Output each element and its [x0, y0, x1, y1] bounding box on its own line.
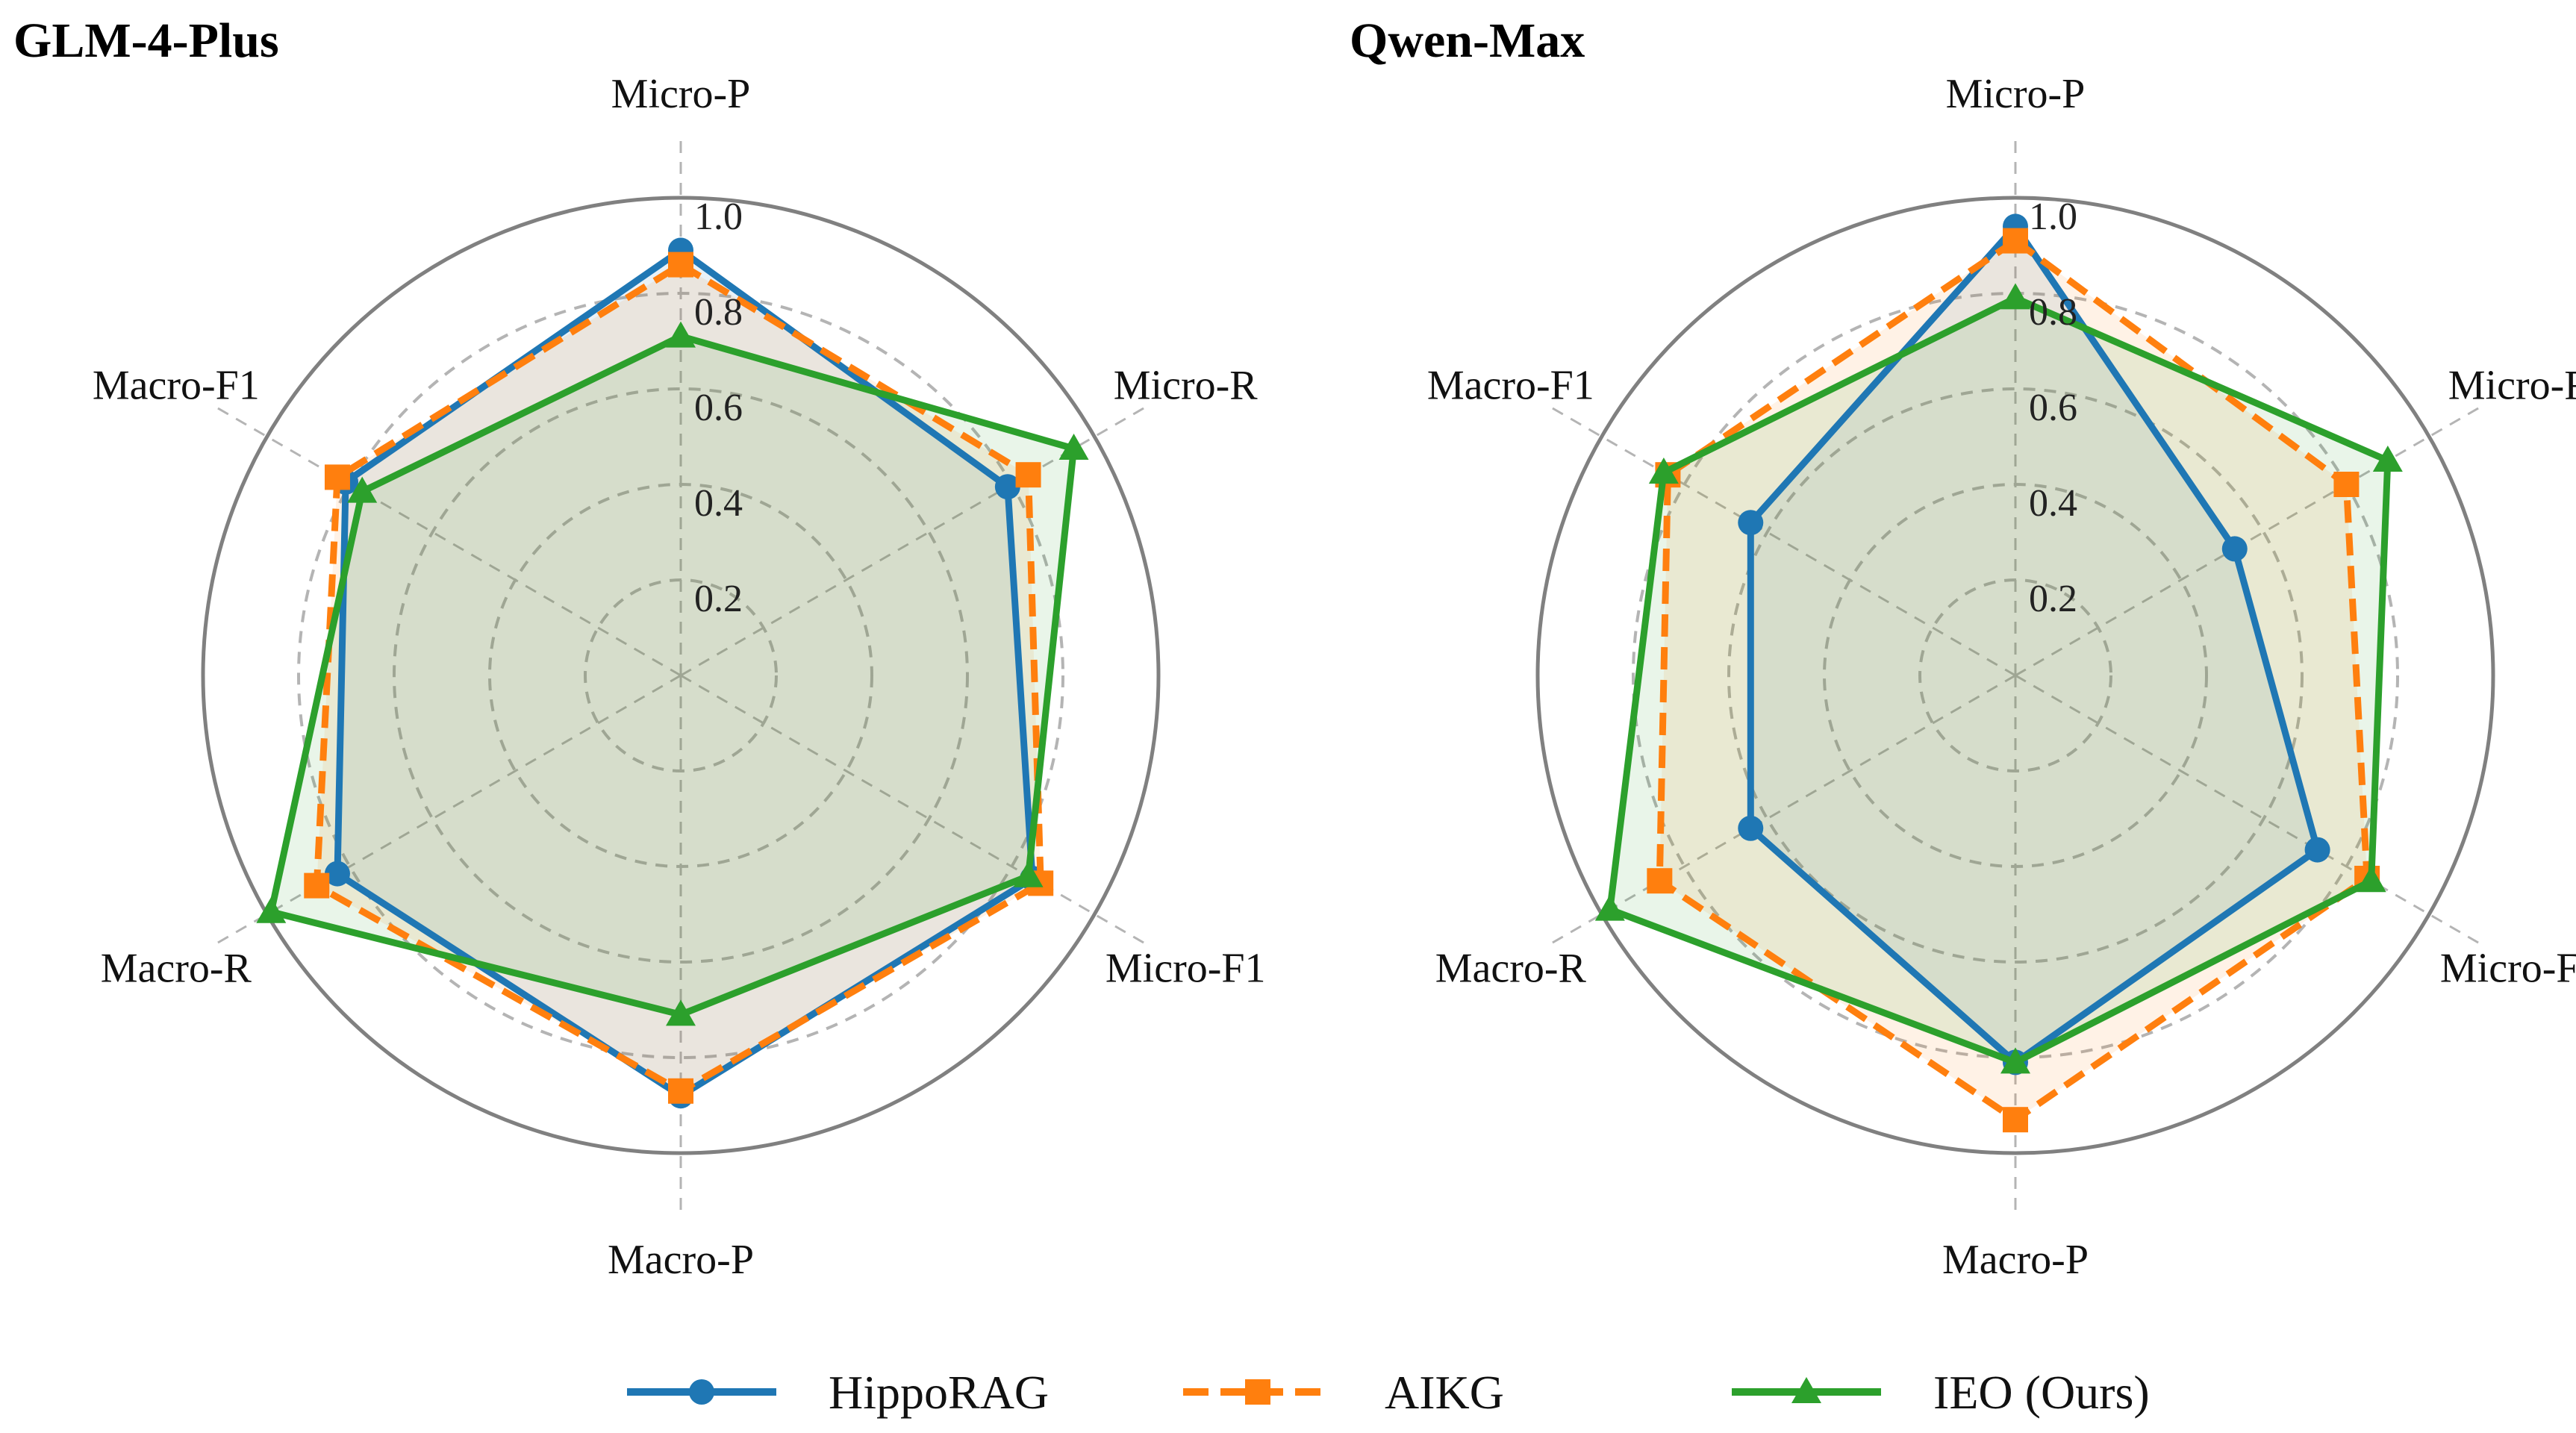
- point-hipporag-macro-r: [324, 861, 350, 887]
- legend-item-hipporag: HippoRAG: [627, 1366, 1049, 1419]
- legend: HippoRAG AIKG IEO (Ours): [627, 1366, 2150, 1419]
- point-aikg-micro-r: [2333, 472, 2360, 497]
- point-hipporag-micro-f1: [2304, 837, 2330, 863]
- axis-label-micro-f1: Micro-F1: [2440, 945, 2576, 991]
- point-ieo-ours-macro-r: [1594, 894, 1625, 921]
- axis-label-macro-p: Macro-P: [1942, 1237, 2089, 1283]
- point-hipporag-micro-r: [2221, 536, 2248, 562]
- point-aikg-macro-r: [1647, 868, 1673, 894]
- axis-label-macro-p: Macro-P: [608, 1237, 754, 1283]
- series-area-hipporag: [1750, 226, 2318, 1063]
- point-ieo-ours-macro-f1: [347, 476, 378, 503]
- spoke-micro-f1: [2015, 674, 2480, 944]
- grid-ring-0-6: [1727, 387, 2304, 964]
- spoke-macro-r: [1551, 674, 2016, 944]
- axis-label-macro-f1: Macro-F1: [93, 363, 260, 409]
- grid-ring-0-4: [1823, 483, 2208, 868]
- point-ieo-ours-micro-p: [666, 321, 696, 348]
- legend-marker-ieo-ours: [1791, 1377, 1821, 1403]
- tick-label-0-8: 0.8: [694, 291, 743, 334]
- spoke-micro-f1: [680, 674, 1145, 944]
- point-ieo-ours-micro-f1: [2356, 866, 2386, 893]
- legend-marker-hipporag: [689, 1379, 714, 1405]
- point-aikg-macro-f1: [324, 464, 350, 490]
- point-ieo-ours-micro-r: [1058, 434, 1089, 460]
- point-aikg-micro-p: [668, 252, 693, 278]
- point-ieo-ours-micro-f1: [1013, 861, 1044, 887]
- spoke-micro-r: [2015, 407, 2480, 677]
- axis-label-micro-r: Micro-R: [1114, 363, 1259, 409]
- point-aikg-micro-r: [1015, 462, 1041, 488]
- tick-label-1-0: 1.0: [694, 196, 743, 238]
- point-ieo-ours-micro-r: [2372, 446, 2403, 472]
- spoke-macro-f1: [216, 407, 682, 677]
- grid-ring-0-2: [1918, 578, 2112, 772]
- axis-label-micro-p: Micro-P: [1946, 71, 2086, 117]
- grid-ring-0-4: [488, 483, 873, 868]
- axis-label-macro-r: Macro-R: [101, 945, 252, 991]
- series-area-aikg: [316, 264, 1041, 1091]
- axis-label-micro-p: Micro-P: [611, 71, 751, 117]
- chart-title: Qwen-Max: [1350, 13, 1585, 68]
- point-aikg-micro-p: [2003, 228, 2028, 254]
- grid-ring-0-8: [297, 292, 1064, 1059]
- grid-ring-0-2: [584, 578, 778, 772]
- legend-label-hipporag: HippoRAG: [829, 1366, 1049, 1419]
- tick-label-1-0: 1.0: [2029, 196, 2077, 238]
- radar-panel-qwen-max: Qwen-Max 0.2 0.4 0.6 0.8 1.0 Micro-P Micro-R Mic…: [1350, 13, 2576, 1283]
- point-hipporag-macro-r: [1738, 815, 1764, 841]
- point-aikg-macro-r: [304, 872, 330, 899]
- point-ieo-ours-macro-p: [2000, 1047, 2030, 1074]
- tick-label-0-6: 0.6: [2029, 387, 2077, 429]
- point-aikg-macro-p: [668, 1078, 693, 1104]
- tick-label-0-2: 0.2: [694, 578, 743, 620]
- legend-label-aikg: AIKG: [1385, 1366, 1504, 1419]
- spoke-macro-f1: [1551, 407, 2016, 677]
- axis-label-micro-r: Micro-R: [2448, 363, 2576, 409]
- tick-label-0-6: 0.6: [694, 387, 743, 429]
- grid-ring-1-0: [201, 196, 1161, 1155]
- radar-panel-glm-4-plus: GLM-4-Plus 0.2 0.4 0.6 0.8 1.0 Micro-P Micro-R M…: [13, 13, 1266, 1283]
- point-hipporag-macro-f1: [1738, 510, 1764, 536]
- tick-label-0-8: 0.8: [2029, 291, 2077, 334]
- point-ieo-ours-micro-p: [2000, 283, 2030, 310]
- axis-label-micro-f1: Micro-F1: [1105, 945, 1266, 991]
- legend-item-ieo-ours: IEO (Ours): [1732, 1366, 2150, 1419]
- series-area-hipporag: [337, 250, 1033, 1096]
- axis-label-macro-f1: Macro-F1: [1427, 363, 1594, 409]
- grid-ring-0-6: [393, 387, 969, 964]
- point-ieo-ours-macro-p: [666, 999, 696, 1026]
- point-ieo-ours-macro-r: [256, 896, 287, 923]
- tick-label-0-4: 0.4: [694, 482, 743, 525]
- axis-label-macro-r: Macro-R: [1435, 945, 1587, 991]
- spoke-macro-r: [216, 674, 682, 944]
- point-aikg-macro-p: [2003, 1107, 2028, 1133]
- point-hipporag-micro-r: [994, 474, 1020, 500]
- tick-label-0-2: 0.2: [2029, 578, 2077, 620]
- tick-label-0-4: 0.4: [2029, 482, 2077, 525]
- chart-title: GLM-4-Plus: [13, 13, 279, 68]
- legend-item-aikg: AIKG: [1183, 1366, 1504, 1419]
- grid-ring-1-0: [1535, 196, 2495, 1155]
- series-area-ieo-ours: [271, 336, 1074, 1015]
- legend-marker-aikg: [1245, 1379, 1270, 1405]
- point-ieo-ours-macro-f1: [1648, 458, 1679, 484]
- legend-label-ieo-ours: IEO (Ours): [1933, 1366, 2150, 1419]
